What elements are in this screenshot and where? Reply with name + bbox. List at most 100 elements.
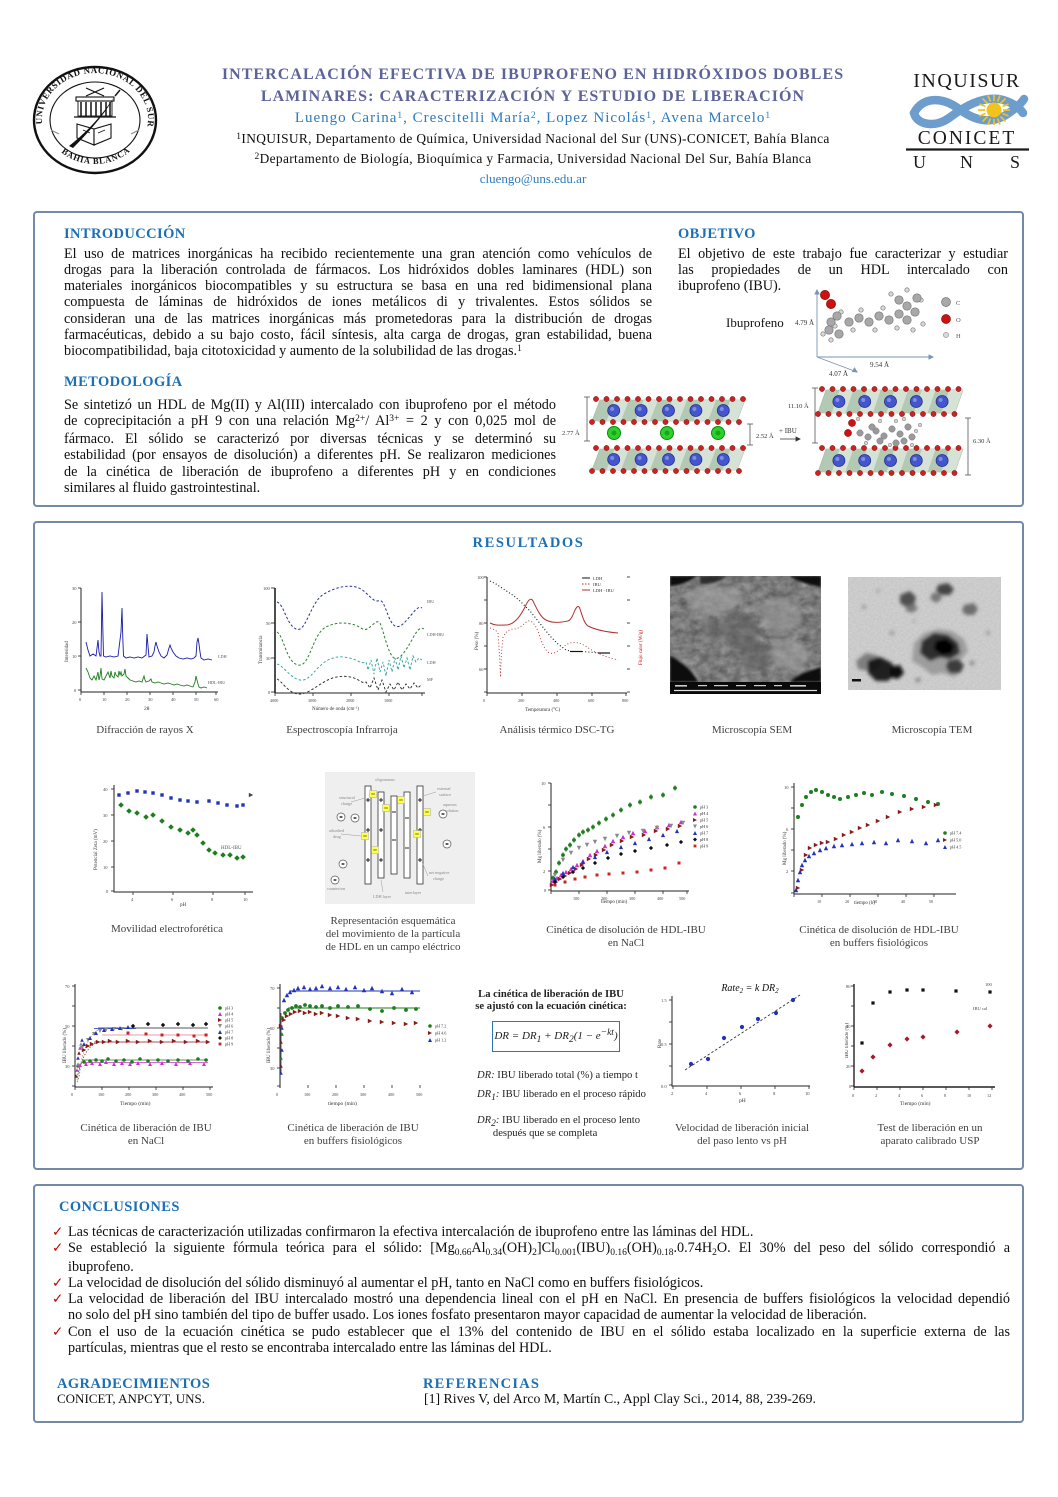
svg-text:0: 0 [544, 888, 547, 893]
svg-text:10: 10 [817, 899, 821, 904]
svg-text:HDL-IBU: HDL-IBU [208, 680, 225, 685]
svg-text:0: 0 [852, 1093, 854, 1098]
svg-text:400: 400 [388, 1092, 394, 1097]
svg-text:4.79 Å: 4.79 Å [795, 319, 814, 327]
svg-text:surface: surface [439, 792, 451, 797]
svg-text:2θ: 2θ [144, 706, 150, 712]
svg-text:4: 4 [131, 897, 134, 902]
svg-text:10: 10 [784, 785, 789, 790]
svg-text:0.5: 0.5 [661, 1042, 667, 1047]
svg-text:interlayer: interlayer [405, 890, 422, 895]
svg-text:6: 6 [543, 825, 546, 830]
svg-text:80: 80 [846, 984, 851, 989]
svg-text:6: 6 [739, 1091, 742, 1096]
svg-text:11.10 Å: 11.10 Å [788, 402, 809, 410]
svg-text:80: 80 [479, 621, 484, 626]
svg-text:2: 2 [786, 869, 788, 874]
svg-text:10: 10 [243, 897, 248, 902]
svg-text:IBU cal: IBU cal [973, 1006, 988, 1011]
svg-text:pH 3: pH 3 [700, 805, 708, 810]
svg-text:30: 30 [65, 1064, 70, 1069]
svg-text:Temperatura (°C): Temperatura (°C) [525, 708, 560, 713]
svg-text:aqueous: aqueous [443, 802, 457, 807]
svg-text:N: N [960, 152, 973, 172]
svg-text:50: 50 [194, 697, 199, 702]
svg-text:40: 40 [846, 1024, 851, 1029]
svg-text:30: 30 [72, 586, 77, 591]
svg-text:70: 70 [65, 984, 70, 989]
svg-text:50: 50 [270, 1026, 275, 1031]
svg-text:IBU: IBU [427, 599, 434, 604]
svg-text:Tiempo (min): Tiempo (min) [900, 1100, 931, 1107]
svg-text:LDH - IBU: LDH - IBU [593, 588, 614, 593]
svg-text:pH 6: pH 6 [700, 824, 708, 829]
svg-text:400: 400 [553, 698, 559, 703]
svg-text:400: 400 [179, 1092, 185, 1097]
svg-text:2: 2 [543, 869, 545, 874]
svg-text:100: 100 [985, 982, 993, 987]
svg-text:counterion: counterion [327, 886, 346, 891]
svg-text:100: 100 [477, 575, 485, 580]
svg-text:100: 100 [304, 1092, 310, 1097]
svg-text:pH 4.6: pH 4.6 [435, 1031, 446, 1036]
svg-text:4: 4 [898, 1093, 901, 1098]
svg-text:200: 200 [332, 1092, 338, 1097]
svg-text:100: 100 [573, 896, 579, 901]
svg-text:MF: MF [427, 677, 434, 682]
svg-text:Intensidad: Intensidad [65, 641, 70, 662]
svg-text:HDL-IBU: HDL-IBU [221, 846, 242, 851]
svg-text:pH 9: pH 9 [225, 1042, 233, 1047]
svg-text:pH 8: pH 8 [225, 1036, 233, 1041]
svg-text:pH 7: pH 7 [225, 1030, 233, 1035]
svg-text:200: 200 [518, 698, 524, 703]
svg-text:30: 30 [873, 899, 877, 904]
svg-text:100: 100 [263, 586, 271, 591]
svg-text:Tiempo (min): Tiempo (min) [120, 1100, 151, 1107]
svg-text:50: 50 [929, 899, 933, 904]
svg-text:10: 10 [72, 654, 77, 659]
svg-text:6.30 Å: 6.30 Å [973, 437, 991, 445]
svg-text:70: 70 [270, 986, 275, 991]
svg-text:6: 6 [786, 827, 789, 832]
svg-text:10: 10 [103, 865, 108, 870]
svg-text:pH 5: pH 5 [700, 818, 708, 823]
svg-text:BAHIA BLANCA: BAHIA BLANCA [60, 145, 132, 167]
svg-text:0: 0 [483, 698, 485, 703]
svg-text:pH 4.5: pH 4.5 [950, 845, 961, 850]
svg-text:drug: drug [333, 834, 342, 839]
svg-text:0: 0 [849, 1084, 852, 1089]
svg-text:3000: 3000 [308, 698, 316, 703]
svg-text:pH 5: pH 5 [225, 1018, 233, 1023]
svg-text:pH: pH [739, 1098, 746, 1104]
svg-text:500: 500 [416, 1092, 422, 1097]
svg-text:CONICET: CONICET [918, 128, 1017, 149]
svg-text:charge: charge [433, 876, 444, 881]
svg-text:60: 60 [214, 697, 219, 702]
svg-text:S: S [1010, 152, 1020, 172]
svg-text:0: 0 [276, 1092, 278, 1097]
svg-text:0: 0 [74, 688, 77, 693]
svg-text:tiempo (min): tiempo (min) [328, 1100, 357, 1107]
svg-text:4000: 4000 [270, 698, 278, 703]
svg-text:U: U [913, 152, 926, 172]
svg-text:structural: structural [339, 795, 356, 800]
svg-text:10: 10 [541, 781, 546, 786]
svg-text:2.52 Å: 2.52 Å [756, 432, 774, 440]
svg-text:300: 300 [152, 1092, 158, 1097]
svg-text:2: 2 [875, 1093, 877, 1098]
svg-text:charge: charge [341, 801, 352, 806]
svg-text:LDH: LDH [427, 660, 436, 665]
svg-text:20: 20 [72, 620, 77, 625]
svg-text:4: 4 [705, 1091, 708, 1096]
svg-text:tiempo (min): tiempo (min) [601, 900, 628, 905]
svg-text:300: 300 [360, 1092, 366, 1097]
svg-text:+ IBU: + IBU [779, 427, 797, 435]
svg-text:solution: solution [445, 808, 459, 813]
svg-text:Mg liberado (%): Mg liberado (%) [538, 829, 543, 863]
svg-text:500: 500 [679, 896, 685, 901]
svg-text:20: 20 [125, 697, 130, 702]
svg-text:2: 2 [671, 1091, 673, 1096]
svg-text:400: 400 [657, 896, 663, 901]
svg-text:100: 100 [98, 1092, 104, 1097]
svg-text:10: 10 [967, 1093, 971, 1098]
